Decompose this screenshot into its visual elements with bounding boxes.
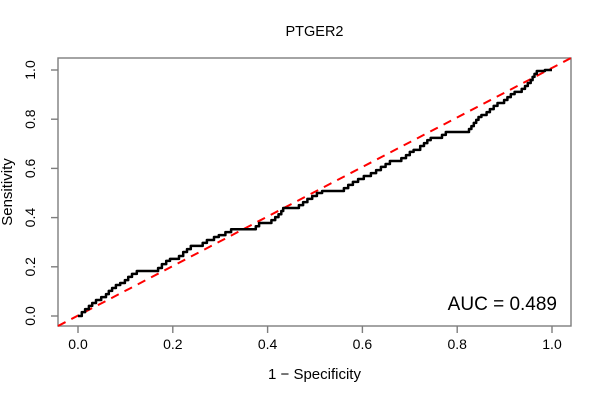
plot-border — [57, 57, 572, 327]
y-tick-label: 0.4 — [22, 208, 38, 228]
auc-annotation: AUC = 0.489 — [448, 294, 557, 315]
x-tick-label: 0.4 — [258, 336, 278, 352]
y-axis-label: Sensitivity — [0, 158, 16, 226]
y-tick-label: 0.8 — [22, 109, 38, 129]
reference-diagonal-line — [57, 57, 572, 327]
x-tick-label: 0.8 — [447, 336, 467, 352]
y-tick-label: 0.2 — [22, 257, 38, 277]
y-axis-ticks: 0.0 0.2 0.4 0.6 0.8 1.0 — [22, 60, 58, 326]
x-axis-ticks: 0.0 0.2 0.4 0.6 0.8 1.0 — [68, 326, 562, 352]
y-tick-label: 0.6 — [22, 158, 38, 178]
x-tick-label: 1.0 — [542, 336, 562, 352]
x-tick-label: 0.6 — [353, 336, 373, 352]
y-tick-label: 0.0 — [22, 306, 38, 326]
y-tick-label: 1.0 — [22, 60, 38, 80]
x-axis-label: 1 − Specificity — [268, 366, 361, 383]
x-tick-label: 0.2 — [163, 336, 183, 352]
plot-title: PTGER2 — [285, 24, 343, 40]
roc-curve — [78, 68, 552, 318]
x-tick-label: 0.0 — [68, 336, 88, 352]
